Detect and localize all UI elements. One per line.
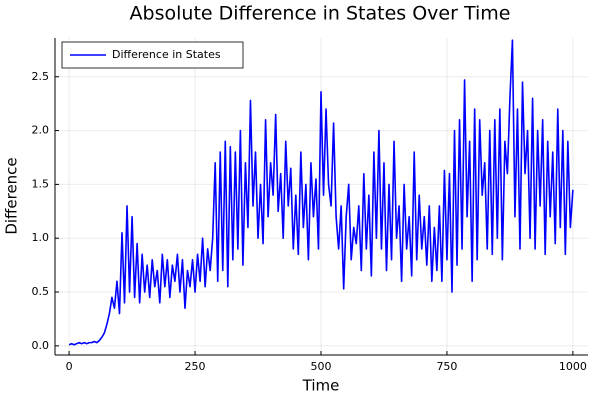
legend-label: Difference in States xyxy=(112,48,221,61)
y-tick-label: 1.5 xyxy=(32,177,50,190)
x-axis-label: Time xyxy=(302,377,340,395)
x-tick-label: 250 xyxy=(185,360,206,373)
y-axis-label: Difference xyxy=(3,157,21,234)
x-tick-label: 500 xyxy=(310,360,331,373)
data-line xyxy=(68,39,574,346)
x-tick-label: 0 xyxy=(66,360,73,373)
y-tick-label: 2.5 xyxy=(32,70,50,83)
y-tick-label: 0.0 xyxy=(32,339,50,352)
x-tick-label: 750 xyxy=(436,360,457,373)
y-tick-label: 2.0 xyxy=(32,124,50,137)
y-tick-label: 1.0 xyxy=(32,231,50,244)
chart-title: Absolute Difference in States Over Time xyxy=(130,3,511,25)
x-tick-label: 1000 xyxy=(559,360,587,373)
y-tick-label: 0.5 xyxy=(32,285,50,298)
